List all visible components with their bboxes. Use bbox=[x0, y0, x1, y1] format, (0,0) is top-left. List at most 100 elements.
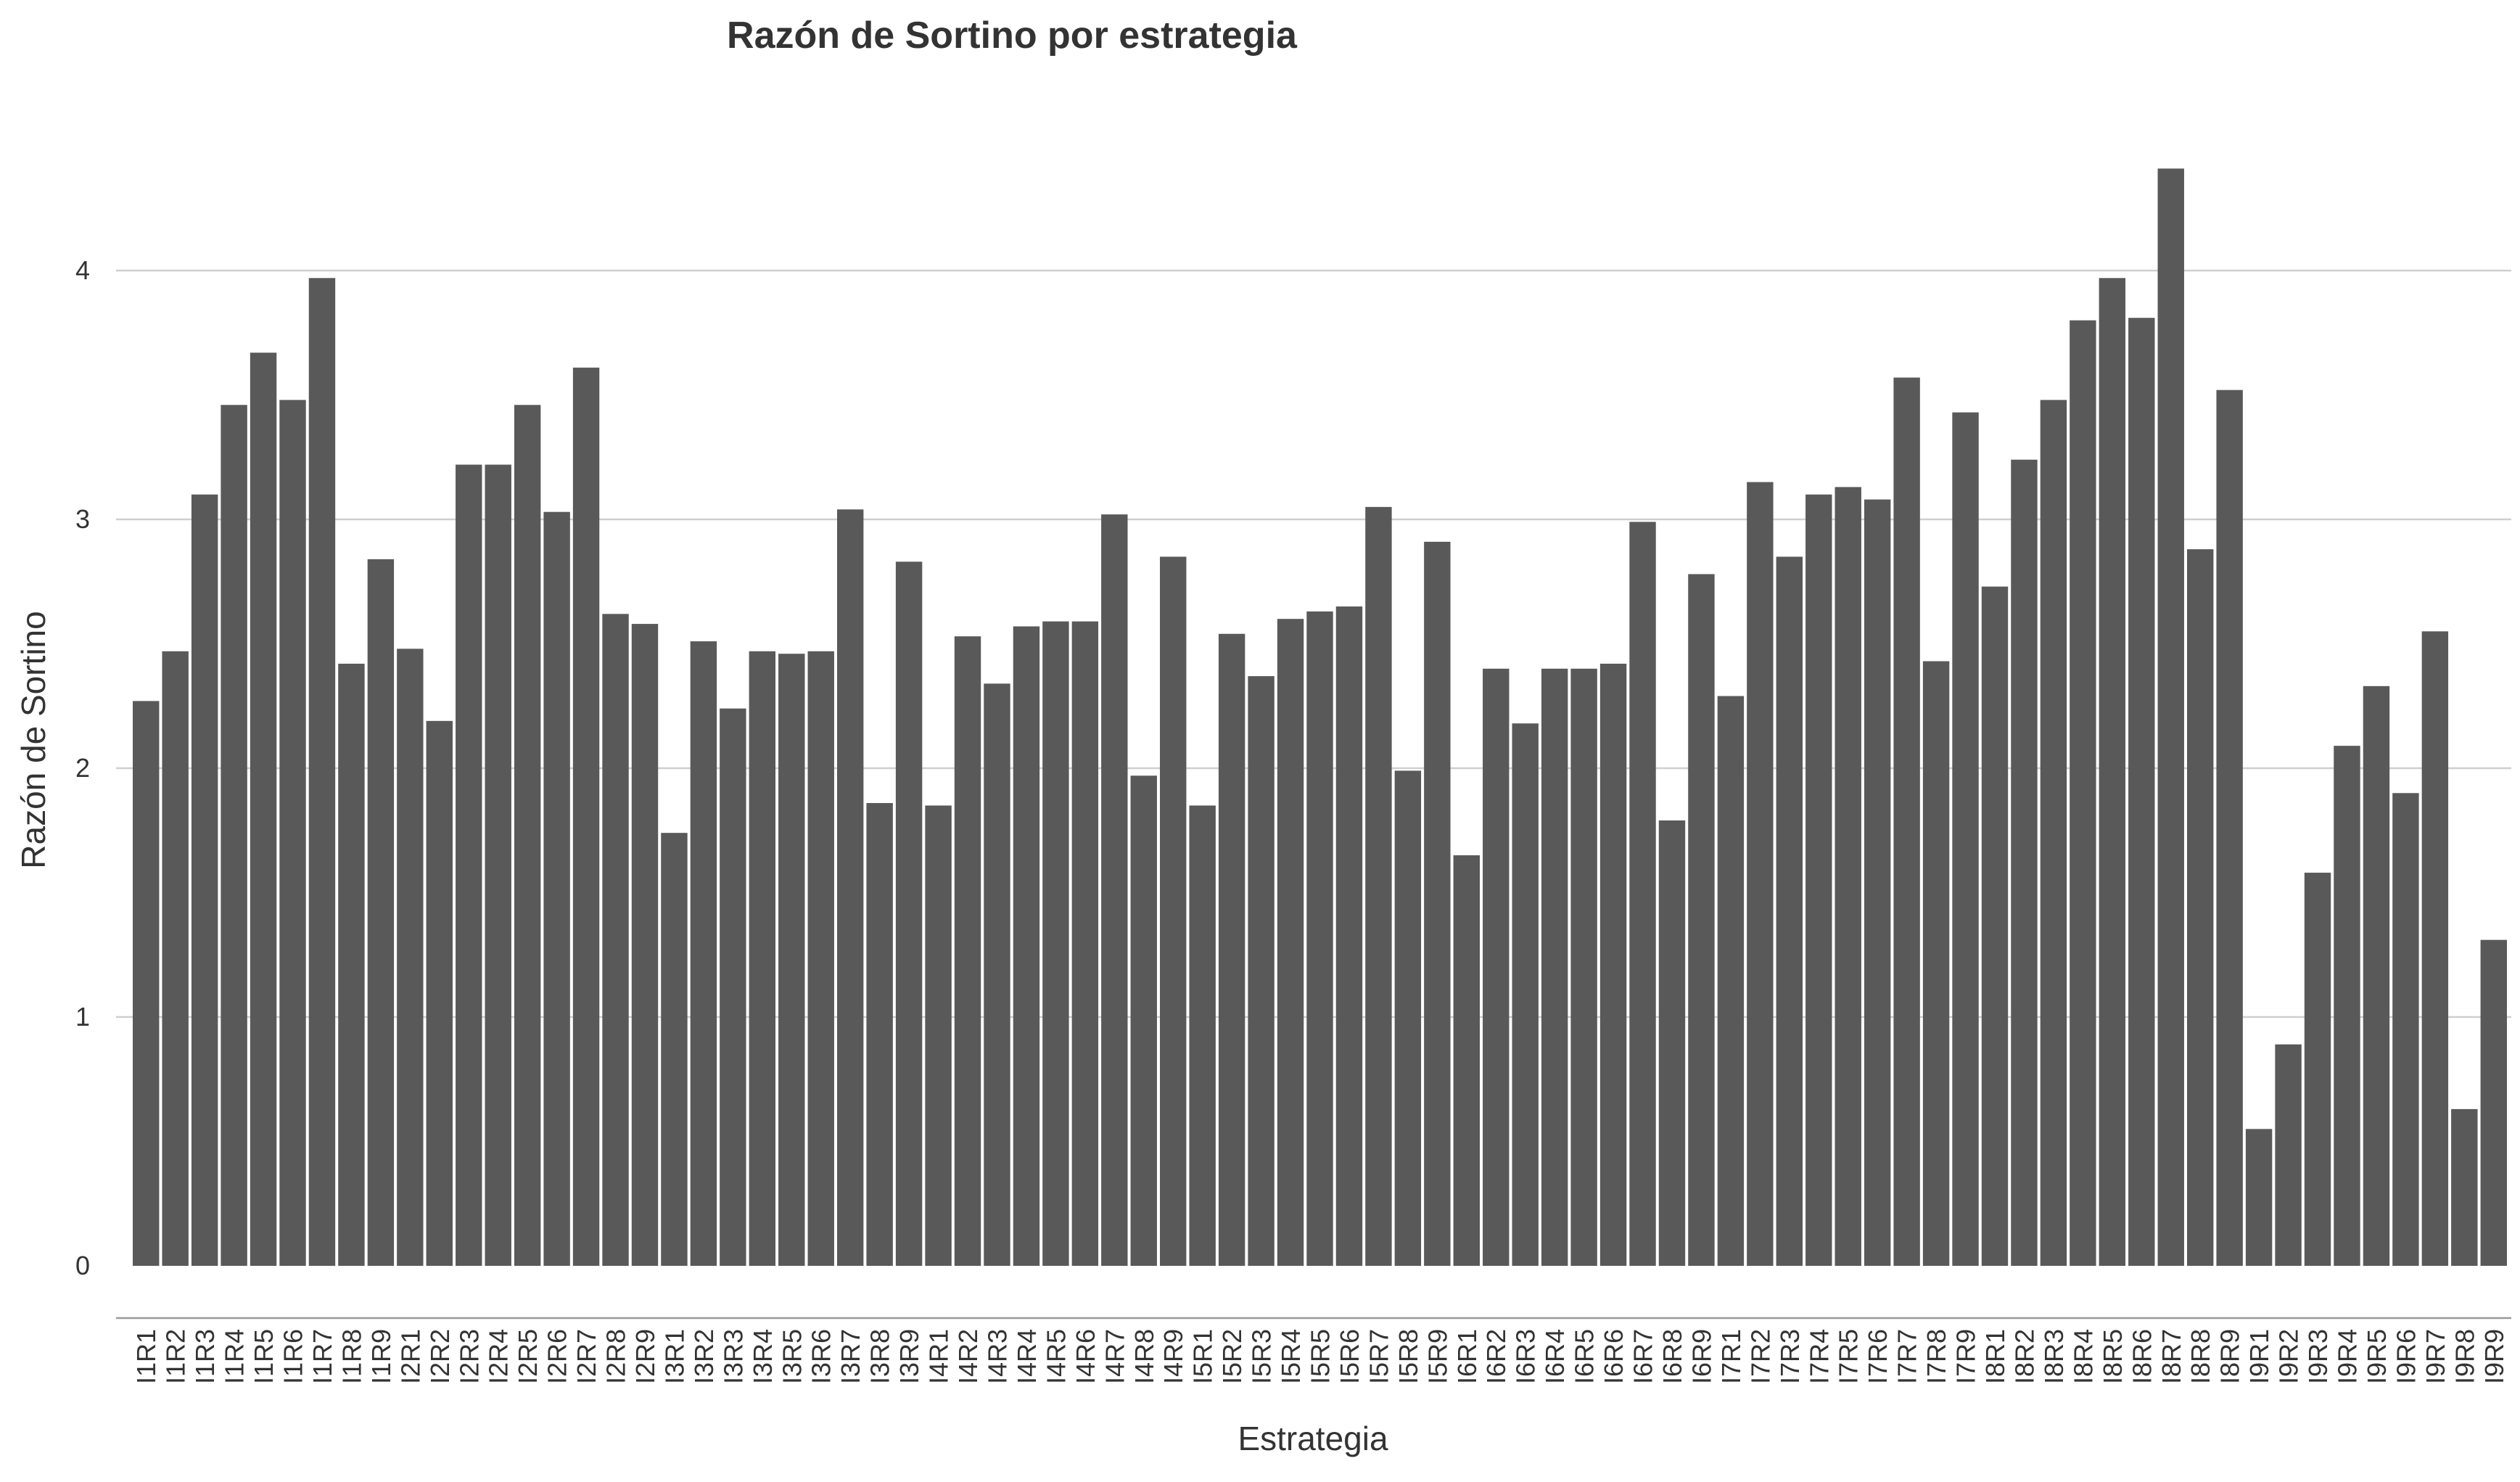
x-tick-label: I1R7 bbox=[308, 1329, 337, 1384]
bar-I1R4 bbox=[221, 405, 247, 1266]
bar-I5R4 bbox=[1277, 619, 1304, 1266]
x-tick-label: I2R1 bbox=[395, 1329, 425, 1384]
bar-I7R4 bbox=[1805, 494, 1832, 1267]
x-tick-label: I2R8 bbox=[601, 1329, 631, 1384]
bar-I2R4 bbox=[485, 464, 511, 1266]
x-tick-label: I7R9 bbox=[1951, 1329, 1981, 1384]
bar-I4R3 bbox=[984, 683, 1010, 1266]
x-tick-label: I1R1 bbox=[131, 1329, 161, 1384]
x-tick-label: I8R9 bbox=[2215, 1329, 2245, 1384]
x-tick-label: I4R9 bbox=[1158, 1329, 1188, 1384]
x-tick-label: I3R9 bbox=[894, 1329, 924, 1384]
x-tick-label: I8R1 bbox=[1980, 1329, 2010, 1384]
bar-I4R8 bbox=[1130, 775, 1157, 1266]
x-tick-label: I9R3 bbox=[2303, 1329, 2333, 1384]
bar-I9R6 bbox=[2392, 793, 2419, 1266]
x-tick-label: I9R2 bbox=[2274, 1329, 2304, 1384]
bar-I5R2 bbox=[1218, 633, 1245, 1266]
y-tick-label: 1 bbox=[75, 1002, 90, 1032]
x-tick-label: I1R8 bbox=[337, 1329, 366, 1384]
y-tick-labels: 0 1 2 3 4 bbox=[75, 255, 90, 1280]
bar-I3R5 bbox=[778, 654, 805, 1266]
bar-I9R8 bbox=[2451, 1108, 2478, 1266]
bar-I2R2 bbox=[426, 720, 453, 1266]
x-tick-label: I1R3 bbox=[190, 1329, 220, 1384]
bar-I5R3 bbox=[1248, 676, 1275, 1266]
bar-I7R6 bbox=[1864, 499, 1891, 1266]
x-tick-label: I4R2 bbox=[953, 1329, 983, 1384]
x-tick-label: I5R2 bbox=[1217, 1329, 1247, 1384]
bar-I1R2 bbox=[162, 651, 189, 1266]
x-tick-label: I5R5 bbox=[1306, 1329, 1335, 1384]
x-tick-label: I9R9 bbox=[2479, 1329, 2509, 1384]
x-tick-label: I8R2 bbox=[2009, 1329, 2039, 1384]
bars bbox=[133, 168, 2507, 1267]
x-tick-label: I4R8 bbox=[1129, 1329, 1159, 1384]
bar-I1R1 bbox=[133, 701, 160, 1266]
x-tick-label: I7R7 bbox=[1893, 1329, 1922, 1384]
x-tick-label: I5R8 bbox=[1393, 1329, 1423, 1384]
bar-I3R9 bbox=[895, 561, 923, 1266]
bar-I6R2 bbox=[1483, 668, 1510, 1266]
x-tick-label: I5R4 bbox=[1276, 1329, 1306, 1384]
bar-I6R9 bbox=[1688, 574, 1715, 1266]
bar-I3R7 bbox=[836, 509, 864, 1266]
bar-I8R3 bbox=[2040, 400, 2067, 1266]
bar-I9R7 bbox=[2421, 631, 2449, 1266]
x-tick-label: I3R2 bbox=[689, 1329, 719, 1384]
bar-I6R4 bbox=[1541, 668, 1568, 1266]
x-tick-label: I6R7 bbox=[1628, 1329, 1658, 1384]
bar-I3R3 bbox=[720, 708, 746, 1266]
x-tick-label: I5R3 bbox=[1247, 1329, 1277, 1384]
x-tick-label: I8R6 bbox=[2127, 1329, 2157, 1384]
x-tick-label: I9R8 bbox=[2450, 1329, 2479, 1384]
bar-I8R5 bbox=[2099, 278, 2126, 1266]
x-tick-label: I9R5 bbox=[2362, 1329, 2392, 1384]
bar-I6R1 bbox=[1453, 855, 1480, 1266]
y-tick-label: 0 bbox=[75, 1251, 90, 1280]
bar-I2R6 bbox=[543, 511, 570, 1267]
x-tick-label: I2R2 bbox=[425, 1329, 455, 1384]
x-tick-label: I2R4 bbox=[484, 1329, 514, 1384]
x-tick-label: I2R5 bbox=[513, 1329, 543, 1384]
y-tick-label: 3 bbox=[75, 504, 90, 534]
x-tick-label: I6R1 bbox=[1452, 1329, 1482, 1384]
bar-I9R4 bbox=[2334, 746, 2360, 1266]
x-tick-label: I6R8 bbox=[1658, 1329, 1687, 1384]
x-tick-label: I2R9 bbox=[630, 1329, 660, 1384]
bar-I4R9 bbox=[1160, 556, 1187, 1266]
bar-I2R7 bbox=[572, 367, 600, 1266]
bar-I1R9 bbox=[367, 559, 395, 1266]
x-tick-label: I7R5 bbox=[1834, 1329, 1864, 1384]
x-tick-label: I5R6 bbox=[1335, 1329, 1364, 1384]
bar-I2R8 bbox=[602, 614, 629, 1266]
x-tick-label: I2R7 bbox=[572, 1329, 601, 1384]
x-tick-label: I4R5 bbox=[1041, 1329, 1071, 1384]
bar-I7R5 bbox=[1835, 487, 1861, 1267]
bar-I5R5 bbox=[1306, 611, 1333, 1266]
bar-I3R1 bbox=[661, 833, 688, 1266]
x-tick-label: I5R9 bbox=[1422, 1329, 1452, 1384]
x-tick-label: I8R8 bbox=[2186, 1329, 2215, 1384]
x-tick-label: I3R6 bbox=[807, 1329, 836, 1384]
x-tick-label: I7R4 bbox=[1804, 1329, 1834, 1384]
bar-I4R5 bbox=[1042, 621, 1069, 1266]
y-axis-title: Razón de Sortino bbox=[15, 611, 52, 868]
x-tick-label: I3R3 bbox=[718, 1329, 748, 1384]
bar-I3R2 bbox=[690, 641, 717, 1266]
x-tick-label: I2R3 bbox=[454, 1329, 484, 1384]
bar-I5R8 bbox=[1394, 770, 1422, 1266]
x-tick-label: I4R4 bbox=[1012, 1329, 1042, 1384]
x-tick-label: I2R6 bbox=[543, 1329, 572, 1384]
bar-I5R9 bbox=[1424, 541, 1451, 1266]
chart-title: Razón de Sortino por estrategia bbox=[727, 15, 1298, 57]
bar-I7R2 bbox=[1747, 482, 1774, 1266]
bar-I9R5 bbox=[2363, 686, 2390, 1266]
x-tick-label: I8R5 bbox=[2098, 1329, 2128, 1384]
bar-I8R1 bbox=[1981, 586, 2009, 1266]
x-tick-label: I4R6 bbox=[1071, 1329, 1100, 1384]
x-tick-label: I7R2 bbox=[1745, 1329, 1775, 1384]
bar-I7R8 bbox=[1922, 661, 1950, 1266]
bar-I9R3 bbox=[2304, 873, 2331, 1266]
